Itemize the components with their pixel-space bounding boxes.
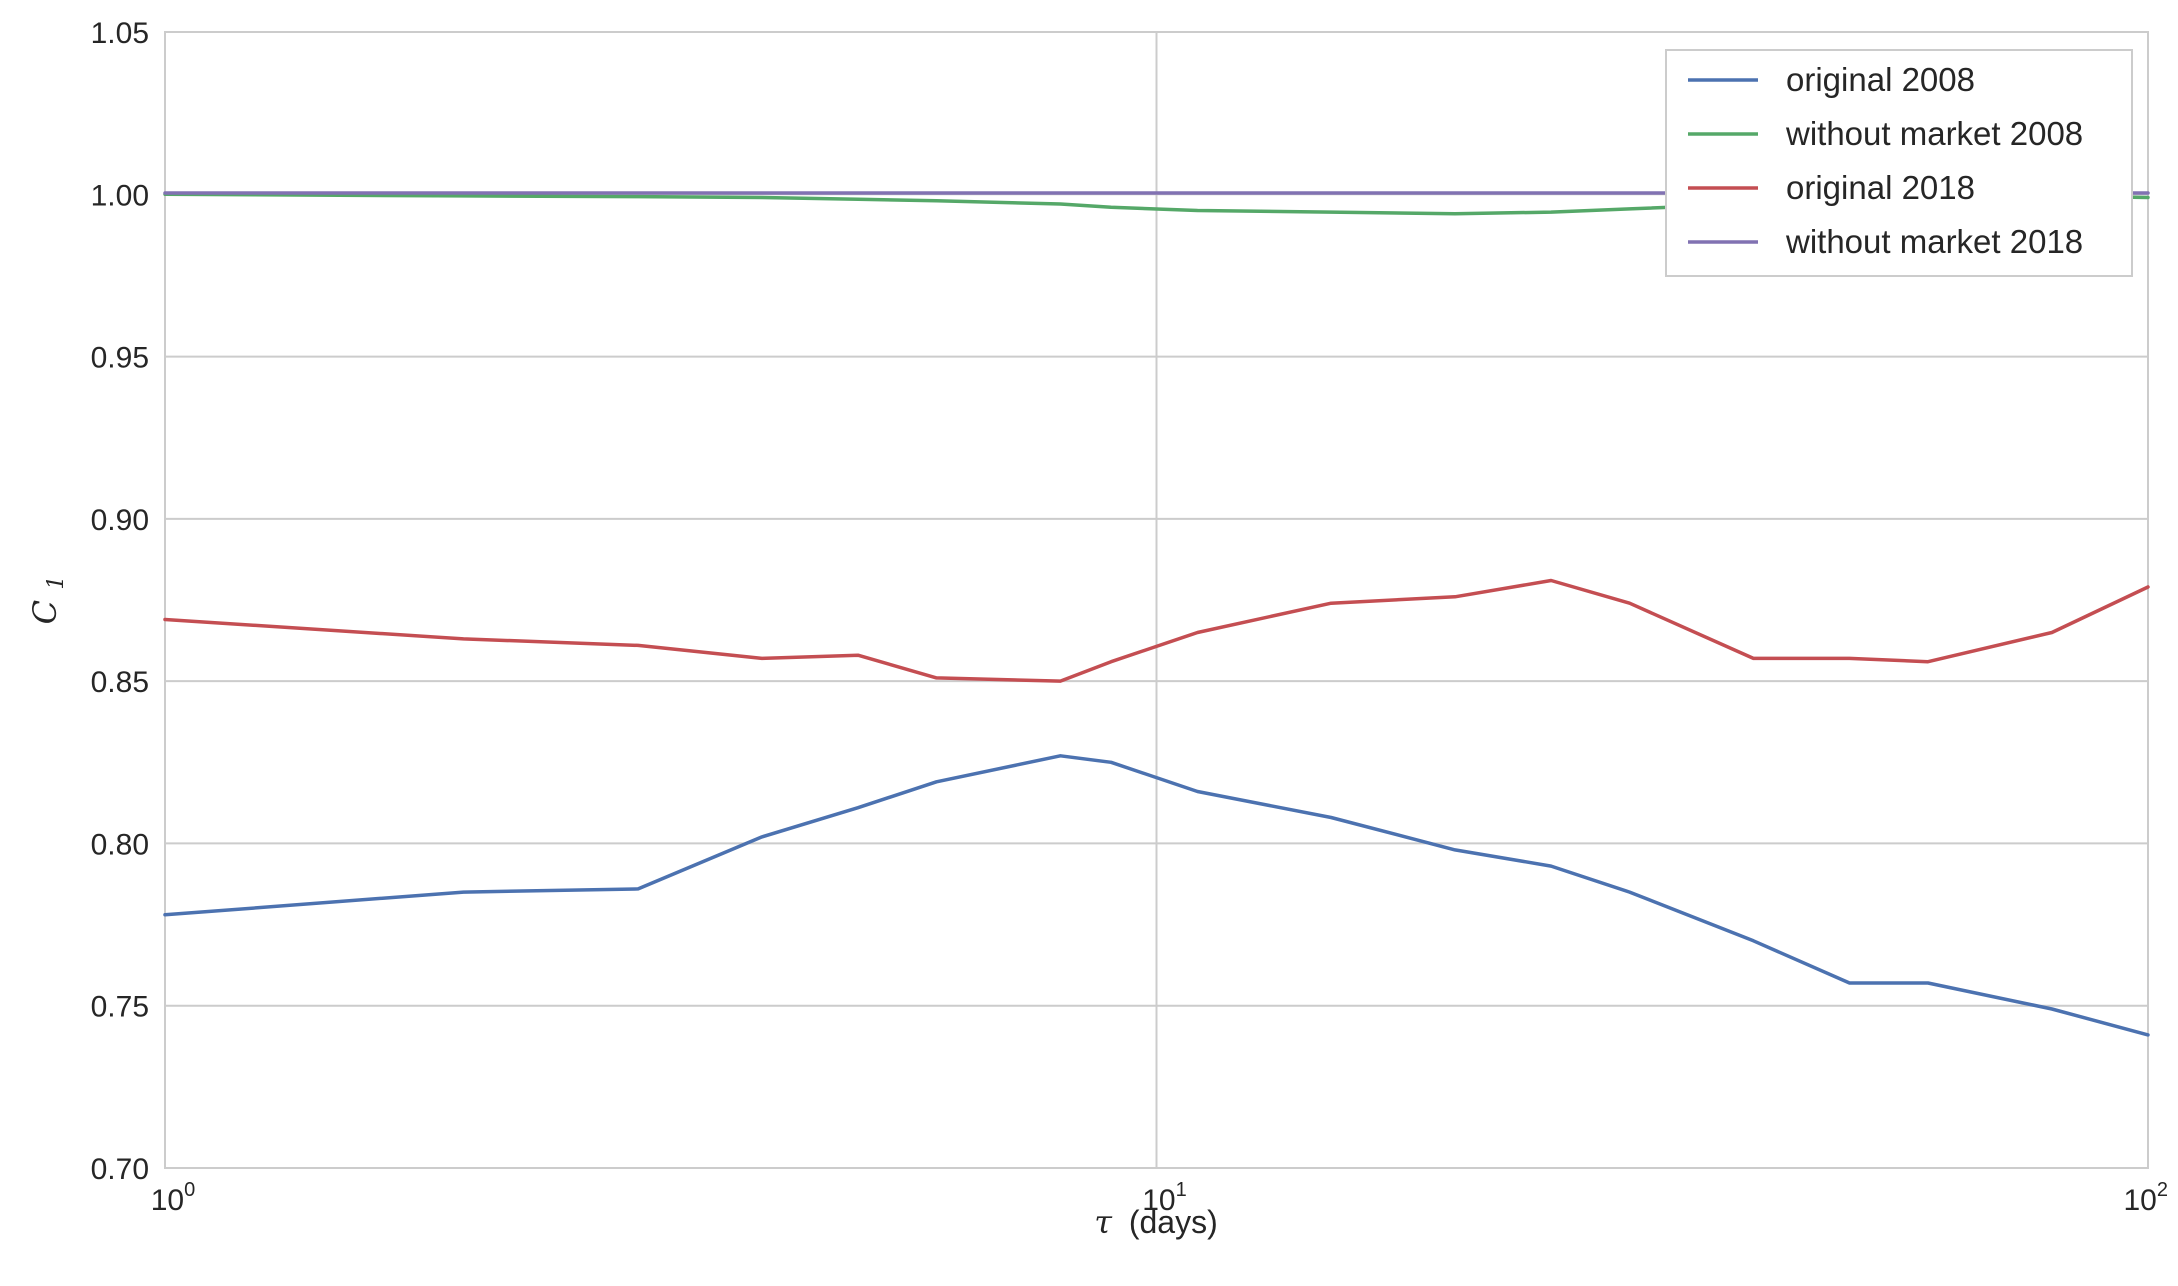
legend-label: original 2008 xyxy=(1786,61,1975,98)
x-tick-exponent: 0 xyxy=(184,1179,195,1201)
legend-box xyxy=(1665,49,2133,277)
x-tick-label: 100 xyxy=(151,1179,196,1217)
y-axis-label-symbol: C xyxy=(26,600,64,624)
y-tick-label: 0.90 xyxy=(91,504,149,537)
y-tick-label: 0.70 xyxy=(91,1153,149,1186)
y-tick-label: 0.95 xyxy=(91,342,149,375)
legend-label: without market 2018 xyxy=(1785,223,2083,260)
x-tick-base: 10 xyxy=(151,1184,184,1217)
series-line-original-2018 xyxy=(163,578,2150,683)
y-axis-label-subscript: 1 xyxy=(44,576,69,590)
y-tick-label: 0.85 xyxy=(91,666,149,699)
legend-label: without market 2008 xyxy=(1785,115,2083,152)
x-tick-exponent: 1 xyxy=(1176,1179,1187,1201)
y-tick-label: 1.00 xyxy=(91,179,149,212)
x-tick-label: 102 xyxy=(2124,1179,2169,1217)
x-tick-base: 10 xyxy=(1142,1184,1175,1217)
y-axis-label: C 1 xyxy=(26,576,69,625)
x-tick-exponent: 2 xyxy=(2157,1179,2168,1201)
y-tick-label: 0.80 xyxy=(91,828,149,861)
y-tick-label: 0.75 xyxy=(91,991,149,1024)
y-tick-label: 1.05 xyxy=(91,17,149,50)
x-tick-base: 10 xyxy=(2124,1184,2157,1217)
x-axis-label-symbol: τ xyxy=(1094,1203,1113,1241)
legend: original 2008 without market 2008 original… xyxy=(1665,49,2133,277)
legend-label: original 2018 xyxy=(1786,169,1975,206)
x-axis-label-unit: (days) xyxy=(1129,1204,1218,1240)
x-tick-label: 101 xyxy=(1142,1179,1187,1217)
series-line-original-2008 xyxy=(163,754,2150,1037)
x-axis-label: τ (days) xyxy=(1094,1203,1218,1241)
